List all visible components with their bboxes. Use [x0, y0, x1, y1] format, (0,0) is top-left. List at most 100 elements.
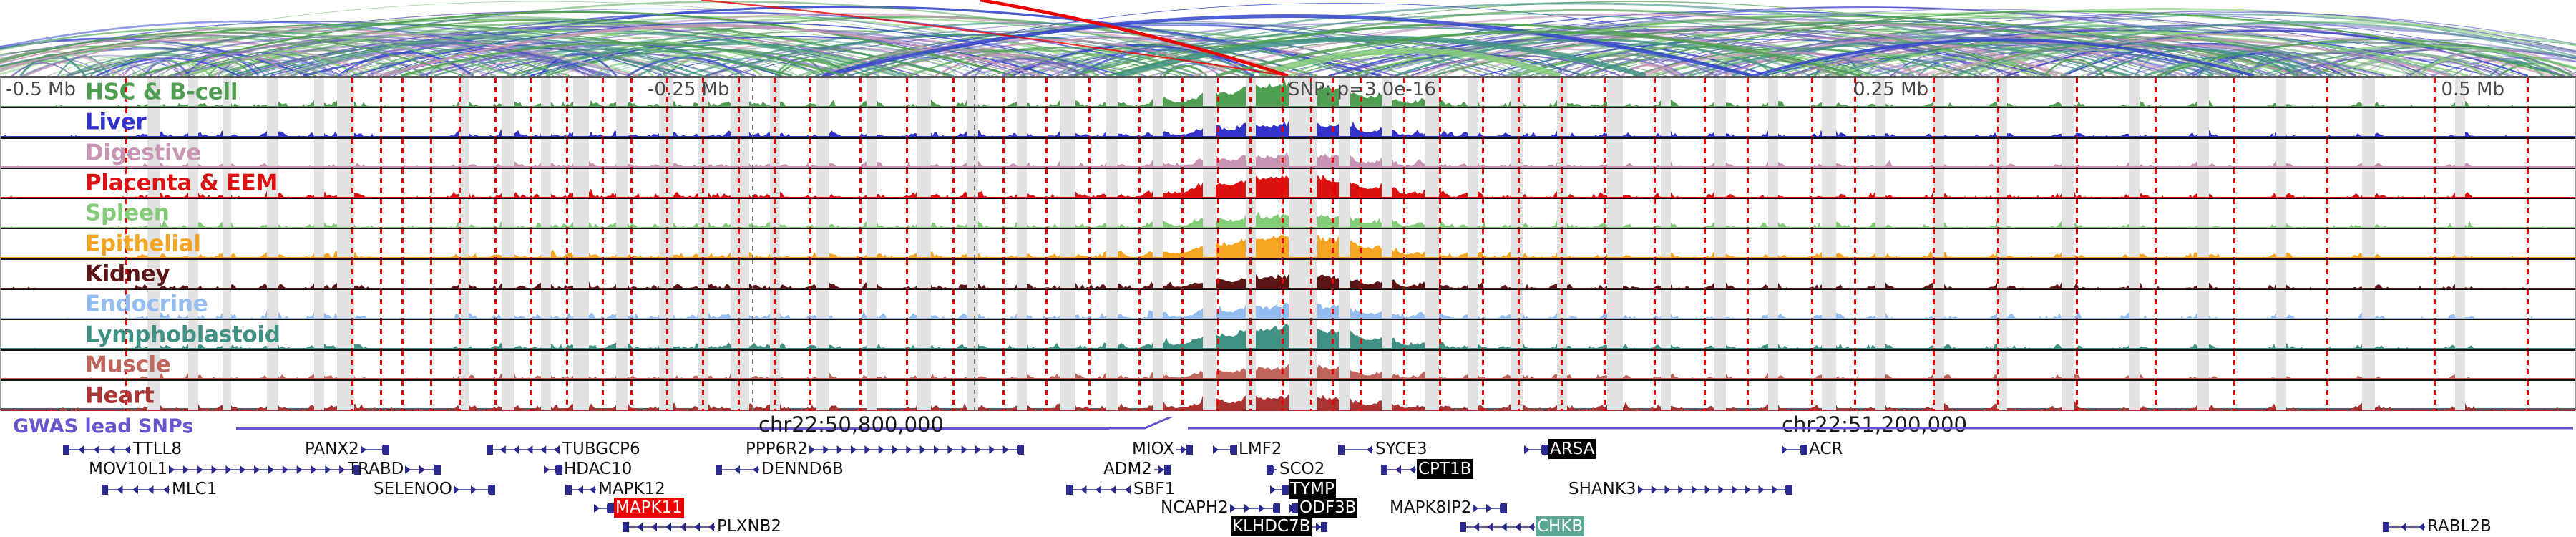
signal-track-placenta-eem[interactable]: Placenta & EEM	[1, 168, 2575, 200]
gwas-snp-rule	[2076, 168, 2078, 198]
loop-arc	[187, 33, 676, 76]
regulatory-region-band	[816, 168, 829, 198]
loop-arc	[1988, 28, 2564, 76]
gene-model-ppp6r2[interactable]: PPP6R2	[744, 441, 1024, 458]
signal-track-stack[interactable]: HSC & B-cell Liver Digestive Placenta & EEM…	[0, 76, 2576, 412]
gwas-snp-rule	[738, 290, 740, 319]
gwas-snp-rule	[1002, 138, 1005, 168]
gene-model-ttll8[interactable]: TTLL8	[63, 441, 183, 458]
regulatory-region-band	[1661, 168, 1671, 198]
regulatory-region-band	[1017, 350, 1027, 379]
regulatory-region-band	[1661, 78, 1671, 107]
regulatory-region-band	[1822, 199, 1836, 228]
regulatory-region-band	[1106, 290, 1118, 319]
gene-model-miox[interactable]: MIOX	[1131, 441, 1194, 458]
regulatory-region-band	[223, 199, 231, 228]
gwas-snp-rule	[952, 108, 955, 137]
regulatory-region-band	[502, 259, 514, 289]
signal-track-endocrine[interactable]: Endocrine	[1, 290, 2575, 321]
gene-strand-arrows	[594, 503, 614, 513]
gene-model-panx2[interactable]: PANX2	[303, 441, 389, 458]
signal-track-epithelial[interactable]: Epithelial	[1, 229, 2575, 260]
gwas-snp-rule	[430, 229, 432, 258]
gene-model-tymp[interactable]: TYMP	[1270, 479, 1336, 499]
gwas-snp-rule	[666, 78, 668, 107]
regulatory-region-band	[616, 78, 628, 107]
regulatory-region-band	[1997, 78, 2007, 107]
gwas-snp-rule	[906, 259, 908, 289]
gene-model-ncaph2[interactable]: NCAPH2	[1159, 500, 1280, 516]
gwas-snp-rule	[1704, 350, 1706, 379]
signal-track-spleen[interactable]: Spleen	[1, 199, 2575, 230]
gene-model-tubgcp6[interactable]: TUBGCP6	[487, 441, 642, 458]
track-baseline	[1, 196, 2575, 198]
gwas-snp-rule	[1518, 138, 1520, 168]
regulatory-region-band	[2362, 78, 2375, 107]
gene-model-acr[interactable]: ACR	[1782, 441, 1844, 458]
gene-strand-arrows	[102, 484, 170, 495]
gene-model-trabd[interactable]: TRABD	[346, 461, 441, 478]
signal-track-liver[interactable]: Liver	[1, 108, 2575, 139]
signal-track-lymphoblastoid[interactable]: Lymphoblastoid	[1, 320, 2575, 351]
gene-model-mov10l1[interactable]: MOV10L1	[87, 461, 361, 478]
gene-model-sco2[interactable]: SCO2	[1267, 461, 1326, 478]
gene-strand-arrows	[1176, 444, 1194, 455]
gene-model-adm2[interactable]: ADM2	[1102, 461, 1171, 478]
regulatory-region-band	[223, 168, 231, 198]
regulatory-region-band	[1933, 259, 1944, 289]
gwas-snp-rule	[2434, 290, 2436, 319]
gene-model-klhdc7b[interactable]: KLHDC7B	[1231, 516, 1328, 536]
loop-arc	[1505, 42, 1811, 76]
gene-model-dennd6b[interactable]: DENND6B	[716, 461, 845, 478]
gene-model-mapk12[interactable]: MAPK12	[565, 481, 667, 498]
gene-model-arsa[interactable]: ARSA	[1524, 439, 1596, 459]
loop-arc-bundle	[1116, 35, 1646, 76]
regulatory-region-band	[816, 380, 829, 412]
gene-model-shank3[interactable]: SHANK3	[1567, 481, 1792, 498]
gene-model-rabl2b[interactable]: RABL2B	[2383, 518, 2493, 535]
regulatory-region-band	[1822, 350, 1836, 379]
gene-model-chkb[interactable]: CHKB	[1460, 516, 1585, 536]
gwas-snp-rule	[1654, 168, 1656, 198]
signal-track-muscle[interactable]: Muscle	[1, 350, 2575, 381]
signal-track-heart[interactable]: Heart	[1, 380, 2575, 412]
gene-model-mapk11[interactable]: MAPK11	[594, 498, 684, 518]
gwas-snp-rule	[1310, 138, 1312, 168]
gwas-snp-rule	[1332, 168, 1334, 198]
regulatory-region-band	[1661, 199, 1671, 228]
gene-model-mlc1[interactable]: MLC1	[102, 481, 218, 498]
gene-model-cpt1b[interactable]: CPT1B	[1381, 459, 1473, 479]
gwas-snp-rule	[1045, 320, 1048, 349]
gwas-snp-rule	[494, 78, 497, 107]
regulatory-region-band	[1511, 320, 1523, 349]
regulatory-region-band	[1017, 108, 1027, 137]
gene-annotation-panel[interactable]: GWAS lead SNPs chr22:50,800,000 chr22:51,…	[0, 410, 2576, 537]
gwas-snp-rule	[1045, 259, 1048, 289]
gwas-snp-rule	[702, 380, 704, 412]
gwas-snp-rule	[906, 380, 908, 412]
gene-model-lmf2[interactable]: LMF2	[1213, 441, 1284, 458]
position-marker-rule	[752, 108, 753, 137]
chromatin-loop-arc-panel	[0, 0, 2576, 76]
gene-model-mapk8ip2[interactable]: MAPK8IP2	[1388, 500, 1508, 516]
gene-model-selenoo[interactable]: SELENOO	[372, 481, 495, 498]
gwas-snp-rule	[401, 108, 404, 137]
gwas-snp-rule	[1854, 259, 1856, 289]
signal-track-digestive[interactable]: Digestive	[1, 138, 2575, 169]
gene-model-odf3b[interactable]: ODF3B	[1288, 498, 1358, 518]
gene-model-hdac10[interactable]: HDAC10	[544, 461, 633, 478]
gene-model-syce3[interactable]: SYCE3	[1338, 441, 1429, 458]
gwas-snp-rule	[1997, 138, 1999, 168]
regulatory-region-band	[2197, 350, 2209, 379]
gene-model-plxnb2[interactable]: PLXNB2	[623, 518, 783, 535]
position-marker-rule	[752, 229, 753, 258]
gene-label: PLXNB2	[717, 517, 782, 536]
gene-model-sbf1[interactable]: SBF1	[1066, 481, 1176, 498]
gwas-snp-rule	[2326, 168, 2328, 198]
gwas-snp-rule	[1282, 259, 1284, 289]
signal-track-kidney[interactable]: Kidney	[1, 259, 2575, 291]
gwas-snp-rule	[1518, 78, 1520, 107]
regulatory-region-band	[147, 320, 160, 349]
gwas-snp-rule	[738, 320, 740, 349]
regulatory-region-band	[1203, 290, 1216, 319]
